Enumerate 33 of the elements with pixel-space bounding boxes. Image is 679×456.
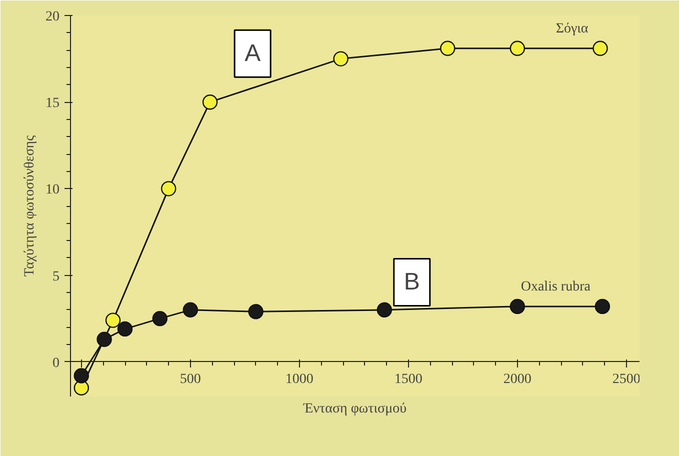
point: [594, 298, 610, 314]
annotation: A: [244, 40, 261, 68]
series-label: Σόγια: [556, 21, 589, 36]
x-tick-label: 500: [180, 372, 201, 387]
x-tick-label: 2000: [503, 372, 532, 387]
y-tick-label: 10: [46, 182, 60, 198]
point: [117, 321, 133, 337]
point: [592, 40, 608, 56]
point: [248, 304, 264, 320]
point: [96, 332, 112, 347]
point: [440, 40, 456, 56]
point: [510, 40, 526, 56]
point: [152, 310, 168, 326]
point: [510, 298, 526, 314]
y-tick-label: 15: [46, 96, 60, 112]
annotation: B: [404, 268, 420, 296]
x-axis-title: Ένταση φωτισμού: [302, 402, 407, 416]
point: [182, 302, 198, 318]
series-label: Oxalis rubra: [520, 279, 592, 294]
y-axis-title: Ταχύτητα φωτοσύνθεσης: [22, 134, 38, 277]
point: [202, 94, 218, 110]
point: [74, 368, 89, 384]
point: [333, 51, 348, 66]
point: [105, 312, 121, 328]
x-tick-label: 1500: [394, 372, 422, 387]
x-tick-label: 1000: [285, 372, 314, 387]
point: [376, 302, 392, 318]
y-tick-label: 0: [52, 356, 60, 371]
point: [161, 181, 176, 196]
y-tick-label: 5: [52, 269, 60, 284]
y-tick-label: 20: [46, 10, 60, 24]
x-tick-label: 2500: [612, 372, 640, 387]
point: [74, 380, 89, 396]
